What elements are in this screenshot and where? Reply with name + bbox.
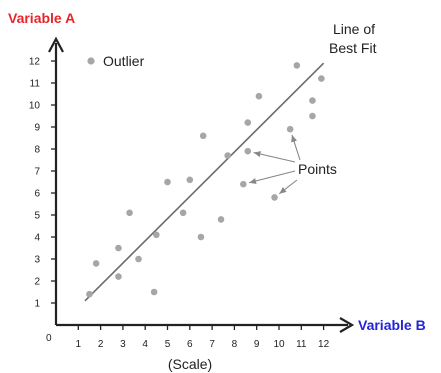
data-point [309,112,316,120]
line-of-best-fit [84,62,325,302]
data-point [92,260,100,267]
data-point [271,194,278,201]
points-arrow [248,170,296,184]
data-point [217,216,225,223]
y-tick-label: 1 [34,299,40,310]
x-tick-label: 5 [165,339,171,350]
y-axis-arrowhead [48,36,64,53]
x-tick-label: 10 [273,339,285,350]
x-ticks: 1 2 3 4 5 6 7 8 9 10 11 12 [76,325,330,350]
points-arrow [278,179,298,195]
data-point [115,244,122,252]
data-point [199,132,207,140]
data-point [135,255,142,263]
data-point [240,180,247,188]
y-tick-label: 3 [34,255,40,266]
data-point [164,178,171,186]
x-axis-arrowhead [339,317,355,333]
y-tick-label: 10 [29,101,41,112]
data-point [318,75,325,82]
y-tick-label: 11 [30,79,41,90]
data-point [150,288,158,296]
data-points [86,62,325,298]
x-tick-label: 1 [76,339,82,350]
best-fit-label-line2: Best Fit [329,40,377,56]
y-tick-label: 4 [34,233,40,244]
y-tick-label: 6 [34,189,40,200]
data-point [126,209,133,217]
y-tick-label: 9 [34,123,40,134]
outlier-legend-marker [87,57,95,65]
data-point [179,209,187,217]
origin-label: 0 [46,333,52,344]
data-point [115,273,122,280]
points-arrow [291,134,301,161]
data-point [293,62,301,69]
x-tick-label: 8 [232,339,238,350]
outlier-label: Outlier [103,53,145,69]
data-point [197,233,205,241]
data-point [186,176,194,184]
points-arrow [253,151,296,163]
best-fit-label-line1: Line of [333,21,375,37]
x-scale-label: (Scale) [168,356,212,372]
x-tick-label: 4 [142,339,148,350]
x-axis-title: Variable B [358,317,426,333]
data-point [244,147,252,155]
x-tick-label: 11 [296,339,307,350]
y-tick-label: 12 [29,57,41,68]
data-point [255,92,263,100]
y-axis-title: Variable A [8,10,75,26]
x-tick-label: 2 [98,339,104,350]
data-point [286,125,294,133]
data-point [224,152,232,159]
x-tick-label: 12 [318,339,330,350]
data-point [309,97,316,104]
y-tick-label: 8 [34,145,40,156]
data-point [153,231,160,239]
x-tick-label: 6 [187,339,193,350]
points-arrows [248,134,301,195]
data-point [86,290,93,298]
y-tick-label: 7 [34,167,40,178]
x-tick-label: 3 [120,339,126,350]
y-tick-label: 5 [34,211,40,222]
y-tick-label: 2 [34,277,40,288]
x-tick-label: 7 [209,339,215,350]
data-point [244,119,252,126]
points-label: Points [298,161,337,177]
x-tick-label: 9 [254,339,260,350]
